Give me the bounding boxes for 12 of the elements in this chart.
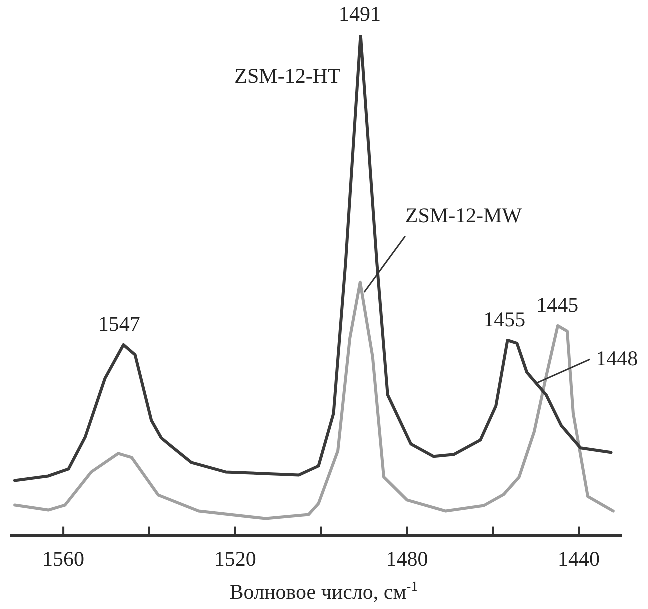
x-tick-label: 1520: [214, 546, 256, 571]
annotation: 1491: [338, 2, 381, 26]
annotation: 1455: [484, 307, 526, 332]
x-axis-title: Волновое число, см$^{-1}$: [228, 580, 420, 605]
annotation: 1547: [98, 312, 140, 336]
text: ZSM-12-MW: [405, 203, 522, 228]
annotation: 1445: [536, 292, 579, 317]
annotation: 1448: [596, 346, 638, 371]
x-tick-label: 1560: [42, 546, 85, 571]
series-label: ZSM-12-HT: [234, 64, 341, 88]
x-tick-label: 1440: [558, 546, 600, 571]
x-tick-label: 1480: [386, 546, 428, 571]
